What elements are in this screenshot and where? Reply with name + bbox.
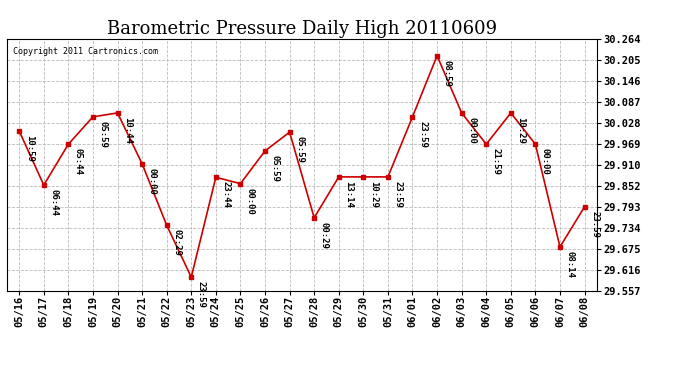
Title: Barometric Pressure Daily High 20110609: Barometric Pressure Daily High 20110609 bbox=[107, 20, 497, 38]
Text: 08:14: 08:14 bbox=[566, 251, 575, 278]
Text: 21:59: 21:59 bbox=[492, 148, 501, 175]
Text: 23:59: 23:59 bbox=[393, 181, 402, 208]
Text: 13:14: 13:14 bbox=[344, 181, 353, 208]
Text: 23:44: 23:44 bbox=[221, 182, 230, 208]
Text: 00:00: 00:00 bbox=[467, 117, 476, 144]
Text: 00:29: 00:29 bbox=[319, 222, 328, 249]
Text: 00:00: 00:00 bbox=[541, 148, 550, 175]
Text: 05:59: 05:59 bbox=[99, 121, 108, 148]
Text: Copyright 2011 Cartronics.com: Copyright 2011 Cartronics.com bbox=[13, 47, 158, 56]
Text: 10:59: 10:59 bbox=[25, 135, 34, 162]
Text: 02:29: 02:29 bbox=[172, 230, 181, 256]
Text: 10:44: 10:44 bbox=[123, 117, 132, 144]
Text: 10:29: 10:29 bbox=[516, 117, 525, 144]
Text: 05:44: 05:44 bbox=[74, 148, 83, 175]
Text: 23:59: 23:59 bbox=[197, 281, 206, 308]
Text: 23:59: 23:59 bbox=[418, 121, 427, 148]
Text: 00:00: 00:00 bbox=[246, 188, 255, 215]
Text: 23:59: 23:59 bbox=[590, 211, 599, 238]
Text: 05:59: 05:59 bbox=[295, 136, 304, 163]
Text: 08:59: 08:59 bbox=[442, 60, 452, 87]
Text: 06:44: 06:44 bbox=[49, 189, 59, 216]
Text: 05:59: 05:59 bbox=[270, 155, 279, 182]
Text: 10:29: 10:29 bbox=[369, 181, 378, 208]
Text: 00:00: 00:00 bbox=[148, 168, 157, 195]
